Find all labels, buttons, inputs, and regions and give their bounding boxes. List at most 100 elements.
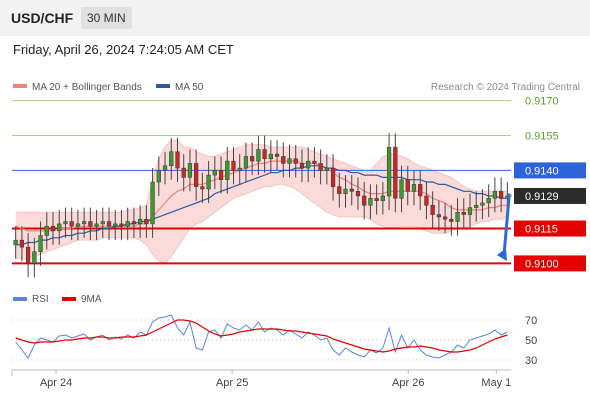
source-credit: Research © 2024 Trading Central <box>431 82 580 93</box>
candle-body-22 <box>150 181 155 225</box>
level-label-1: 0.9155 <box>525 131 559 143</box>
ma50-line <box>15 165 508 246</box>
candle-body-38 <box>250 156 255 162</box>
candle-body-40 <box>262 149 267 160</box>
legend-9ma: 9MA <box>81 294 102 305</box>
candle-body-75 <box>480 202 485 206</box>
candle-body-67 <box>430 205 435 215</box>
rsi-tick-label-2: 30 <box>525 355 537 367</box>
x-tick-label-3: May 1 <box>481 377 511 389</box>
candle-body-45 <box>293 158 298 164</box>
candle-body-76 <box>486 198 491 204</box>
candle-body-41 <box>268 153 273 160</box>
candle-body-52 <box>337 186 342 194</box>
candle-body-35 <box>231 160 236 171</box>
candle-body-34 <box>225 160 230 180</box>
candle-body-36 <box>237 167 242 171</box>
candle-body-72 <box>461 212 466 215</box>
candle-body-37 <box>243 156 249 169</box>
bollinger-band-area <box>15 140 508 264</box>
candle-body-78 <box>498 191 504 199</box>
candle-body-70 <box>449 218 454 222</box>
candle-body-3 <box>32 251 37 264</box>
legend-rsi: RSI <box>32 294 49 305</box>
level-labels: 0.9170 0.9155 0.9140 0.9115 0.9100 0.9129 <box>514 96 586 272</box>
candle-body-21 <box>144 218 149 225</box>
rsi-tick-label-0: 70 <box>525 315 537 327</box>
level-label-3: 0.9115 <box>525 224 558 236</box>
candle-body-63 <box>405 179 410 192</box>
candle-body-8 <box>63 221 68 225</box>
level-tag-3 <box>514 220 586 237</box>
candle-body-49 <box>318 163 323 171</box>
candle-body-19 <box>131 221 137 225</box>
candle-body-24 <box>162 165 168 171</box>
current-price-tag <box>514 187 586 204</box>
candle-body-64 <box>411 184 417 192</box>
candle-body-53 <box>343 188 348 194</box>
candle-body-30 <box>200 186 205 190</box>
forecast-arrow <box>497 193 511 262</box>
level-label-4: 0.9100 <box>525 258 559 270</box>
candle-body-69 <box>442 216 448 220</box>
candle-body-10 <box>75 223 81 227</box>
candle-body-50 <box>324 167 329 171</box>
candle-body-68 <box>436 214 441 218</box>
candle-body-31 <box>206 174 211 190</box>
level-tag-4 <box>514 255 586 272</box>
level-label-0: 0.9170 <box>525 96 559 108</box>
candle-body-57 <box>368 198 373 206</box>
candle-body-66 <box>424 195 429 206</box>
candle-body-5 <box>44 225 49 236</box>
candle-body-60 <box>386 146 392 197</box>
candle-body-1 <box>19 239 25 248</box>
forecast-arrow-head <box>497 248 507 262</box>
candle-body-25 <box>169 151 174 167</box>
candle-body-23 <box>156 170 161 183</box>
x-axis: Apr 24 Apr 25 Apr 26 May 1 <box>11 369 511 389</box>
candles <box>13 133 510 278</box>
rsi-lines <box>15 314 508 359</box>
candle-body-48 <box>312 160 317 164</box>
candle-body-20 <box>138 218 143 225</box>
candle-body-54 <box>349 188 354 192</box>
current-price-label: 0.9129 <box>525 191 559 203</box>
candle-body-17 <box>119 223 124 227</box>
candle-body-62 <box>399 179 404 199</box>
symbol-title: USD/CHF <box>11 10 74 26</box>
legend-ma50: MA 50 <box>175 82 204 93</box>
candle-body-9 <box>69 221 74 227</box>
candle-body-43 <box>281 156 286 164</box>
candle-body-51 <box>330 167 336 187</box>
timeframe-badge[interactable]: 30 MIN <box>81 7 132 29</box>
level-label-2: 0.9140 <box>525 165 559 177</box>
candle-body-74 <box>474 205 479 208</box>
candle-body-14 <box>100 221 105 225</box>
candle-body-15 <box>106 221 112 227</box>
candle-body-32 <box>212 170 217 176</box>
candle-body-18 <box>125 221 130 227</box>
bollinger-bands <box>15 139 508 264</box>
x-tick-label-2: Apr 26 <box>392 377 424 389</box>
candle-body-7 <box>57 223 62 232</box>
candle-body-6 <box>50 225 56 232</box>
candle-body-39 <box>256 149 261 162</box>
candle-body-56 <box>362 195 367 206</box>
candle-body-13 <box>94 223 99 227</box>
candle-body-2 <box>25 246 31 264</box>
candle-body-12 <box>88 221 93 227</box>
candle-body-47 <box>306 160 311 169</box>
candle-body-59 <box>380 195 385 201</box>
legend-swatch-rsi <box>13 297 27 301</box>
candle-body-11 <box>82 221 87 225</box>
x-tick-label-0: Apr 24 <box>40 377 72 389</box>
candle-body-0 <box>13 239 18 246</box>
rsi-line <box>15 314 508 359</box>
price-levels <box>12 100 512 265</box>
candle-body-26 <box>175 151 180 169</box>
rsi-tick-label-1: 50 <box>525 335 537 347</box>
legend-ma20: MA 20 + Bollinger Bands <box>32 82 142 93</box>
candle-body-55 <box>355 191 361 197</box>
